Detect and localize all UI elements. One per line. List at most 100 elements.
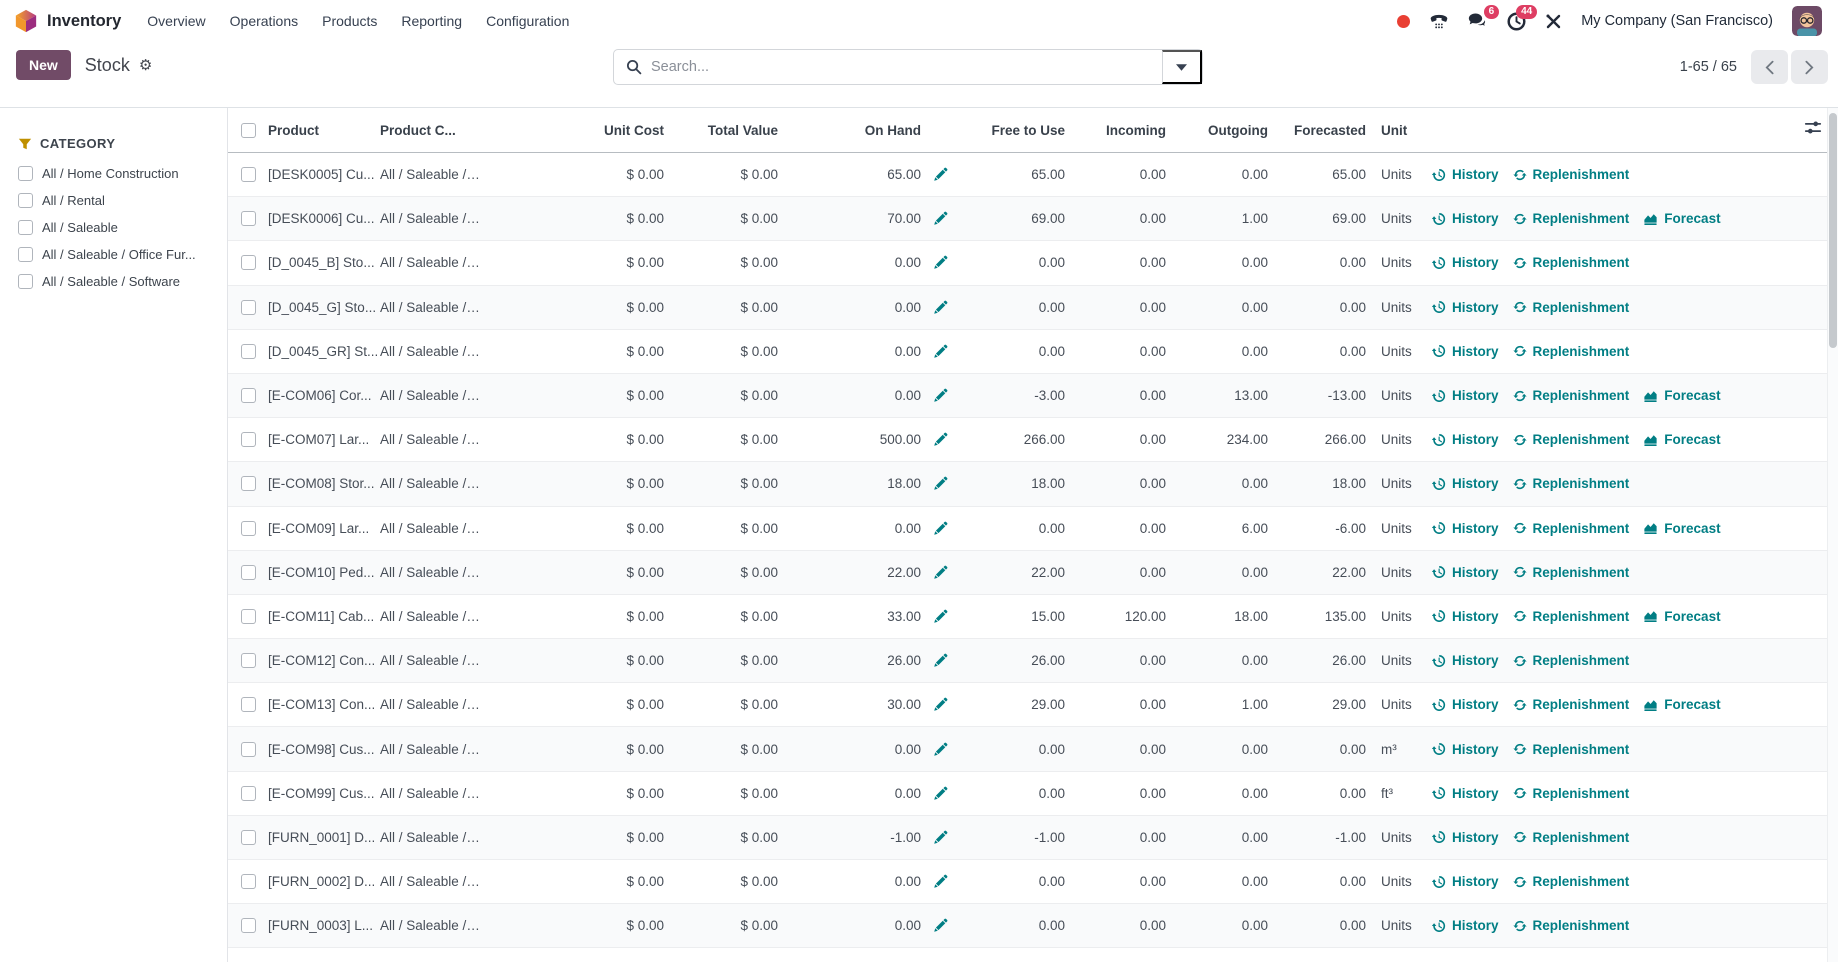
replenishment-button[interactable]: Replenishment: [1512, 211, 1629, 226]
row-checkbox[interactable]: [240, 167, 256, 183]
table-row[interactable]: [E-COM09] Lar... All / Saleable / ... $ 0.…: [228, 507, 1838, 551]
table-row[interactable]: [DESK0006] Cu... All / Saleable / ... $ 0.…: [228, 197, 1838, 242]
table-row[interactable]: [E-COM13] Con... All / Saleable / ... $ 0.…: [228, 683, 1838, 728]
forecast-button[interactable]: Forecast: [1643, 697, 1721, 712]
history-button[interactable]: History: [1432, 874, 1499, 889]
company-name[interactable]: My Company (San Francisco): [1581, 13, 1773, 29]
messages-icon[interactable]: 6: [1468, 5, 1500, 30]
history-button[interactable]: History: [1432, 432, 1499, 447]
sidebar-category-item-3[interactable]: All / Saleable / Office Fur...: [18, 247, 213, 262]
edit-on-hand-pencil-icon[interactable]: [923, 609, 958, 624]
user-avatar[interactable]: [1792, 6, 1822, 36]
replenishment-button[interactable]: Replenishment: [1512, 918, 1629, 933]
row-checkbox[interactable]: [240, 432, 256, 448]
row-checkbox[interactable]: [240, 608, 256, 624]
category-checkbox[interactable]: [18, 193, 33, 208]
edit-on-hand-pencil-icon[interactable]: [923, 874, 958, 889]
table-row[interactable]: [E-COM10] Ped... All / Saleable / ... $ 0.…: [228, 550, 1838, 595]
category-checkbox[interactable]: [18, 274, 33, 289]
table-row[interactable]: [E-COM12] Con... All / Saleable / ... $ 0.…: [228, 639, 1838, 684]
column-header-free-to-use[interactable]: Free to Use: [991, 122, 1065, 138]
sidebar-category-item-4[interactable]: All / Saleable / Software: [18, 274, 213, 289]
replenishment-button[interactable]: Replenishment: [1512, 344, 1629, 359]
row-checkbox[interactable]: [240, 343, 256, 359]
edit-on-hand-pencil-icon[interactable]: [923, 255, 958, 270]
table-row[interactable]: [FURN_0002] D... All / Saleable / ... $ 0.…: [228, 860, 1838, 905]
replenishment-button[interactable]: Replenishment: [1512, 874, 1629, 889]
forecast-button[interactable]: Forecast: [1643, 432, 1721, 447]
replenishment-button[interactable]: Replenishment: [1512, 830, 1629, 845]
column-header-outgoing[interactable]: Outgoing: [1208, 122, 1268, 138]
history-button[interactable]: History: [1432, 830, 1499, 845]
app-brand[interactable]: Inventory: [14, 9, 121, 33]
sidebar-category-item-2[interactable]: All / Saleable: [18, 220, 213, 235]
view-settings-gear-icon[interactable]: ⚙: [138, 56, 153, 74]
search-filters-dropdown-icon[interactable]: [1162, 50, 1202, 84]
replenishment-button[interactable]: Replenishment: [1512, 565, 1629, 580]
search-bar[interactable]: [613, 49, 1203, 85]
column-header-on-hand[interactable]: On Hand: [864, 122, 921, 138]
nav-menu-configuration[interactable]: Configuration: [486, 13, 570, 29]
new-button[interactable]: New: [16, 50, 71, 80]
replenishment-button[interactable]: Replenishment: [1512, 476, 1629, 491]
table-row[interactable]: [DESK0005] Cu... All / Saleable / ... $ 0.…: [228, 153, 1838, 198]
row-checkbox[interactable]: [240, 476, 256, 492]
nav-menu-operations[interactable]: Operations: [229, 13, 299, 29]
history-button[interactable]: History: [1432, 388, 1499, 403]
column-header-total-value[interactable]: Total Value: [707, 122, 778, 138]
forecast-button[interactable]: Forecast: [1643, 388, 1721, 403]
edit-on-hand-pencil-icon[interactable]: [923, 344, 958, 359]
forecast-button[interactable]: Forecast: [1643, 211, 1721, 226]
row-checkbox[interactable]: [240, 388, 256, 404]
edit-on-hand-pencil-icon[interactable]: [923, 565, 958, 580]
history-button[interactable]: History: [1432, 344, 1499, 359]
row-checkbox[interactable]: [240, 785, 256, 801]
edit-on-hand-pencil-icon[interactable]: [923, 786, 958, 801]
row-checkbox[interactable]: [240, 211, 256, 227]
table-row[interactable]: [D_0045_B] Sto... All / Saleable / ... $ 0…: [228, 241, 1838, 286]
history-button[interactable]: History: [1432, 742, 1499, 757]
replenishment-button[interactable]: Replenishment: [1512, 521, 1629, 536]
replenishment-button[interactable]: Replenishment: [1512, 653, 1629, 668]
replenishment-button[interactable]: Replenishment: [1512, 697, 1629, 712]
tools-icon[interactable]: [1545, 13, 1562, 30]
edit-on-hand-pencil-icon[interactable]: [923, 918, 958, 933]
column-header-category[interactable]: Product C...: [380, 122, 456, 138]
edit-on-hand-pencil-icon[interactable]: [923, 697, 958, 712]
row-checkbox[interactable]: [240, 918, 256, 934]
vertical-scrollbar[interactable]: [1827, 108, 1838, 962]
sidebar-category-item-0[interactable]: All / Home Construction: [18, 166, 213, 181]
column-header-unit[interactable]: Unit: [1381, 122, 1408, 138]
edit-on-hand-pencil-icon[interactable]: [923, 830, 958, 845]
replenishment-button[interactable]: Replenishment: [1512, 742, 1629, 757]
table-row[interactable]: [E-COM06] Cor... All / Saleable / ... $ 0.…: [228, 373, 1838, 419]
row-checkbox[interactable]: [240, 255, 256, 271]
sidebar-category-item-1[interactable]: All / Rental: [18, 193, 213, 208]
table-row[interactable]: [D_0045_G] Sto... All / Saleable / ... $ 0…: [228, 285, 1838, 330]
table-row[interactable]: [E-COM08] Stor... All / Saleable / ... $ 0…: [228, 462, 1838, 507]
row-checkbox[interactable]: [240, 564, 256, 580]
replenishment-button[interactable]: Replenishment: [1512, 786, 1629, 801]
replenishment-button[interactable]: Replenishment: [1512, 388, 1629, 403]
row-checkbox[interactable]: [240, 829, 256, 845]
edit-on-hand-pencil-icon[interactable]: [923, 388, 958, 403]
replenishment-button[interactable]: Replenishment: [1512, 255, 1629, 270]
category-checkbox[interactable]: [18, 166, 33, 181]
pager-next-button[interactable]: [1791, 50, 1828, 84]
column-header-incoming[interactable]: Incoming: [1106, 122, 1166, 138]
edit-on-hand-pencil-icon[interactable]: [923, 653, 958, 668]
forecast-button[interactable]: Forecast: [1643, 609, 1721, 624]
history-button[interactable]: History: [1432, 167, 1499, 182]
voip-phone-icon[interactable]: [1429, 13, 1449, 30]
nav-menu-overview[interactable]: Overview: [147, 13, 206, 29]
optional-columns-icon[interactable]: [1804, 120, 1822, 138]
row-checkbox[interactable]: [240, 874, 256, 890]
row-checkbox[interactable]: [240, 741, 256, 757]
replenishment-button[interactable]: Replenishment: [1512, 432, 1629, 447]
edit-on-hand-pencil-icon[interactable]: [923, 300, 958, 315]
table-row[interactable]: [E-COM98] Cus... All / Saleable / ... $ 0.…: [228, 727, 1838, 772]
history-button[interactable]: History: [1432, 697, 1499, 712]
history-button[interactable]: History: [1432, 609, 1499, 624]
edit-on-hand-pencil-icon[interactable]: [923, 167, 958, 182]
forecast-button[interactable]: Forecast: [1643, 521, 1721, 536]
